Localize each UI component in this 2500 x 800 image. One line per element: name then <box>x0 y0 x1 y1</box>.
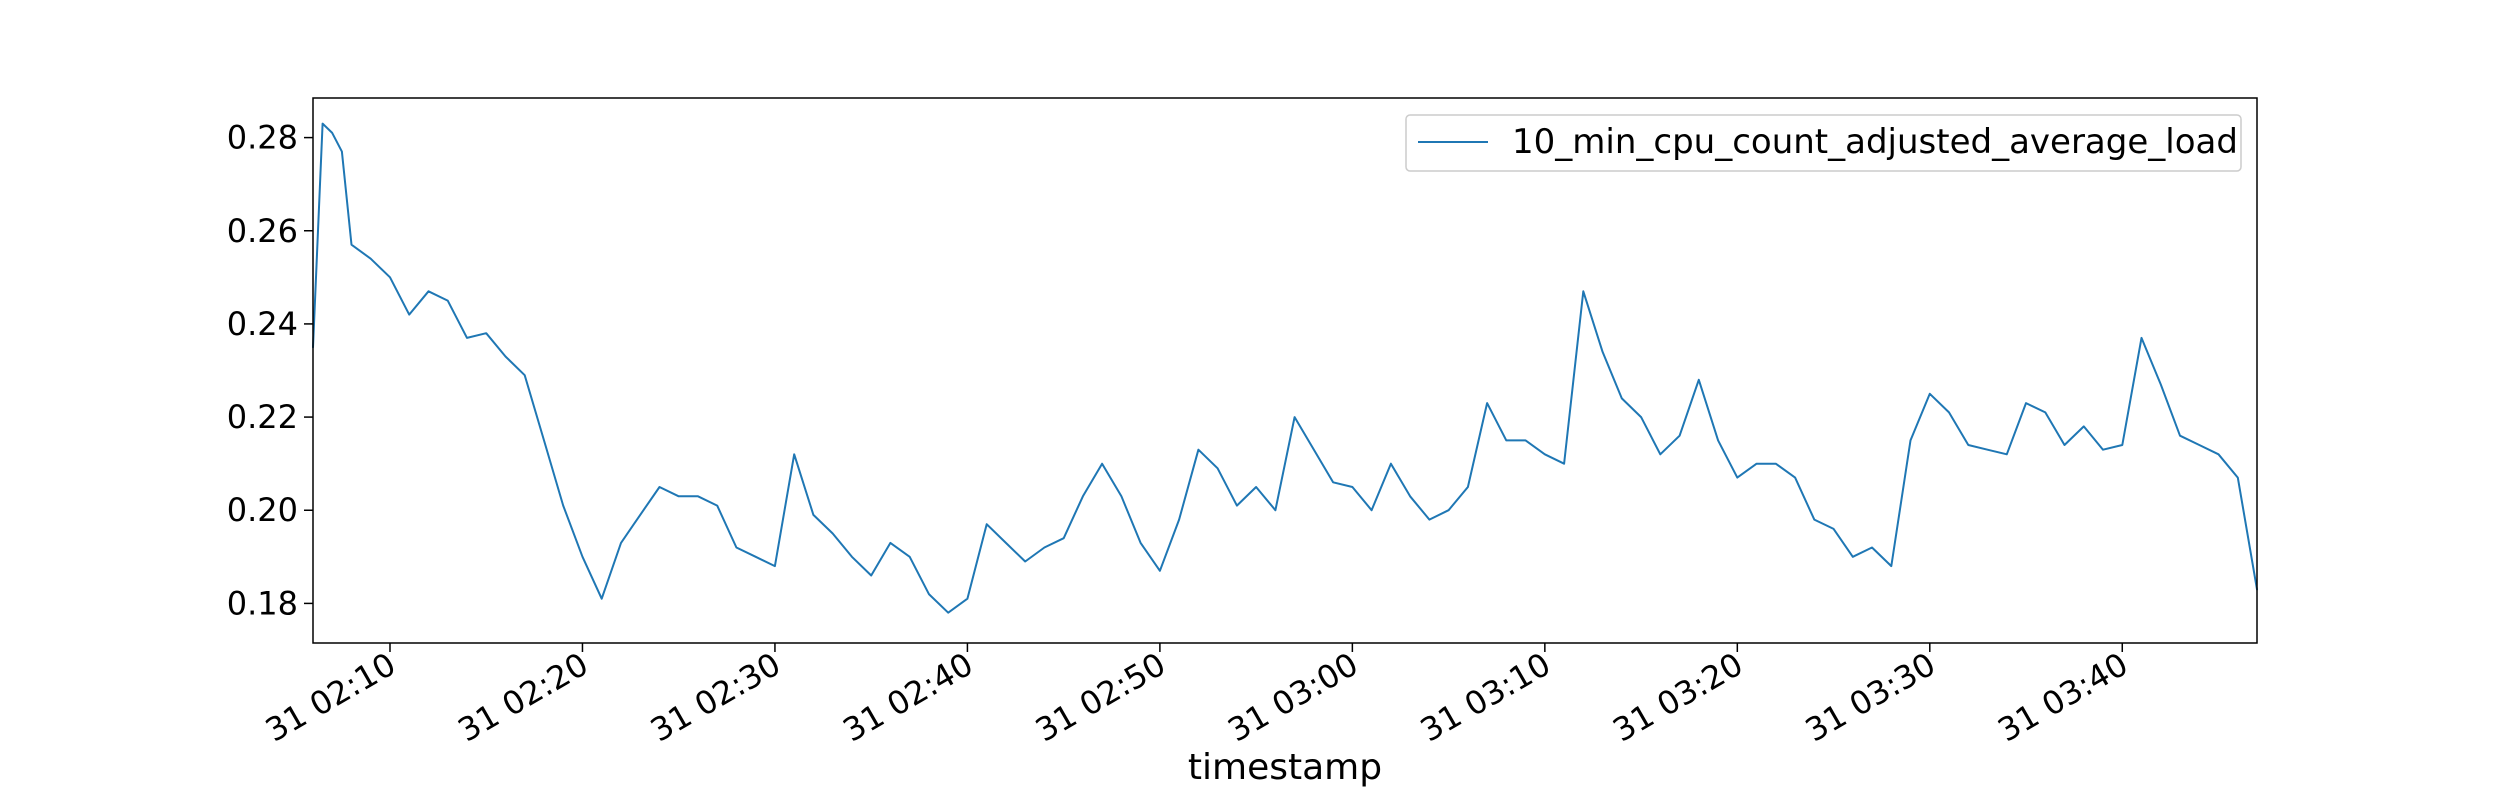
y-tick-label: 0.24 <box>227 305 298 343</box>
y-tick-label: 0.26 <box>227 212 298 250</box>
series-line <box>312 122 2258 614</box>
legend-box <box>1405 114 2242 172</box>
legend-label: 10_min_cpu_count_adjusted_average_load <box>1512 122 2238 162</box>
y-tick-label: 0.20 <box>227 491 298 529</box>
plot-area-frame <box>312 97 2258 644</box>
x-axis-label: timestamp <box>1188 747 1382 788</box>
y-tick-label: 0.28 <box>227 119 298 157</box>
legend: 10_min_cpu_count_adjusted_average_load <box>1405 114 2242 172</box>
plot-area-background <box>313 98 2257 643</box>
y-tick-label: 0.22 <box>227 398 298 436</box>
y-axis-ticks: 0.18 0.20 0.22 0.24 0.26 0.28 <box>227 119 313 622</box>
y-tick-label: 0.18 <box>227 584 298 622</box>
